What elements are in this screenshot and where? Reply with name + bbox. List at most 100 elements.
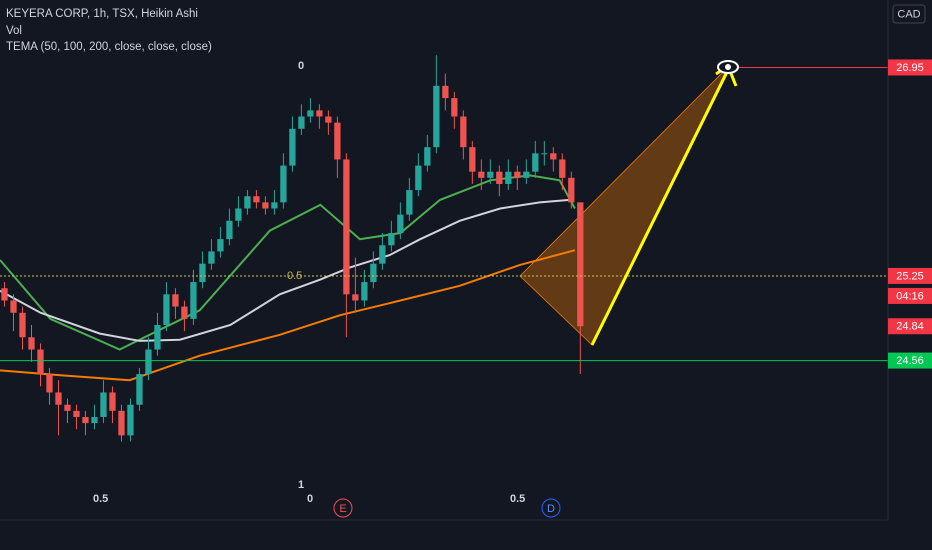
- arrow: [590, 69, 730, 346]
- eye-pupil: [725, 64, 731, 70]
- annotation: 1: [298, 479, 304, 491]
- candle-body: [487, 171, 494, 178]
- candle-body: [577, 202, 584, 327]
- candle-body: [55, 392, 62, 405]
- candle-body: [316, 110, 323, 117]
- candle-body: [208, 251, 215, 264]
- candle-body: [568, 177, 575, 203]
- candle-body: [550, 153, 557, 160]
- annotation: 0.5: [287, 270, 302, 282]
- price-tag-label: 24.56: [896, 355, 924, 367]
- candle-body: [172, 294, 179, 307]
- candle-body: [262, 202, 269, 209]
- candle-body: [343, 159, 350, 295]
- candle-body: [559, 159, 566, 178]
- candle-body: [541, 153, 548, 155]
- candle-body: [154, 325, 161, 350]
- price-tag-label: 25.25: [896, 270, 924, 282]
- candle-body: [397, 214, 404, 234]
- candle-body: [127, 404, 134, 436]
- currency: CAD: [897, 8, 920, 20]
- candle-body: [37, 349, 44, 375]
- candle-body: [136, 374, 143, 405]
- price-tag: [888, 318, 932, 335]
- event-label: D: [547, 503, 555, 515]
- candle-body: [100, 392, 107, 417]
- event-marker[interactable]: [333, 498, 353, 518]
- candle-body: [181, 306, 188, 319]
- candle-body: [64, 404, 71, 411]
- candle-body: [514, 171, 521, 178]
- candle-body: [289, 128, 296, 166]
- price-tag: [888, 267, 932, 284]
- candle-body: [469, 147, 476, 172]
- candle-body: [235, 208, 242, 221]
- event-marker[interactable]: [541, 498, 561, 518]
- candle-body: [199, 263, 206, 283]
- candle-body: [10, 300, 17, 313]
- candle-body: [145, 349, 152, 375]
- indicator-line: [0, 174, 576, 351]
- candle-body: [217, 239, 224, 252]
- candle-body: [46, 374, 53, 393]
- candle-body: [73, 410, 80, 417]
- annotation: 0: [307, 493, 313, 505]
- price-axis: [888, 0, 932, 520]
- candles: [1, 55, 584, 442]
- candle-body: [523, 171, 530, 178]
- indicator-line: [0, 249, 576, 382]
- currency-button[interactable]: [892, 4, 926, 24]
- indicator-label: TEMA (50, 100, 200, close, close, close): [6, 41, 212, 53]
- candle-body: [433, 85, 440, 148]
- candle-body: [82, 416, 89, 424]
- countdown-tag: [888, 287, 932, 304]
- candle-body: [496, 171, 503, 184]
- price-tag-label: 26.95: [896, 62, 924, 74]
- candle-body: [91, 416, 98, 424]
- candle-body: [406, 190, 413, 215]
- axis-labels: 26.95 25.25 24.84 24.56 04:16: [888, 59, 932, 369]
- annotation: 0: [298, 60, 304, 72]
- candle-body: [424, 147, 431, 166]
- volume-label: Vol: [6, 25, 22, 37]
- candle-body: [271, 202, 278, 209]
- candle-body: [451, 98, 458, 117]
- candle-body: [118, 410, 125, 436]
- candle-body: [325, 116, 332, 123]
- candle-body: [334, 122, 341, 160]
- annotation: 0.5: [510, 493, 525, 505]
- candle-body: [244, 196, 251, 209]
- candle-body: [442, 85, 449, 99]
- price-tag-label: 24.84: [896, 321, 924, 333]
- event-label: E: [339, 503, 346, 515]
- candle-body: [370, 263, 377, 283]
- candle-body: [226, 220, 233, 240]
- candle-body: [478, 171, 485, 178]
- candle-body: [28, 337, 35, 350]
- candle-body: [388, 233, 395, 246]
- candle-body: [190, 282, 197, 319]
- candle-body: [532, 153, 539, 172]
- candle-body: [253, 196, 260, 203]
- annotation: 0.5: [93, 493, 108, 505]
- candle-body: [379, 245, 386, 264]
- candle-body: [109, 392, 116, 411]
- candle-body: [163, 294, 170, 325]
- candle-body: [352, 294, 359, 301]
- candle-body: [415, 165, 422, 191]
- symbol-title: KEYERA CORP, 1h, TSX, Heikin Ashi: [6, 8, 198, 20]
- candle-body: [505, 171, 512, 184]
- candle-body: [19, 312, 26, 338]
- indicator-line: [0, 198, 570, 342]
- candle-body: [460, 116, 467, 148]
- candle-body: [1, 288, 8, 301]
- candle-body: [280, 165, 287, 203]
- price-lines: [0, 66, 888, 362]
- indicator-lines: [0, 174, 576, 382]
- candle-body: [361, 282, 368, 301]
- countdown: 04:16: [896, 290, 924, 302]
- candle-body: [307, 110, 314, 117]
- price-tag: [888, 352, 932, 369]
